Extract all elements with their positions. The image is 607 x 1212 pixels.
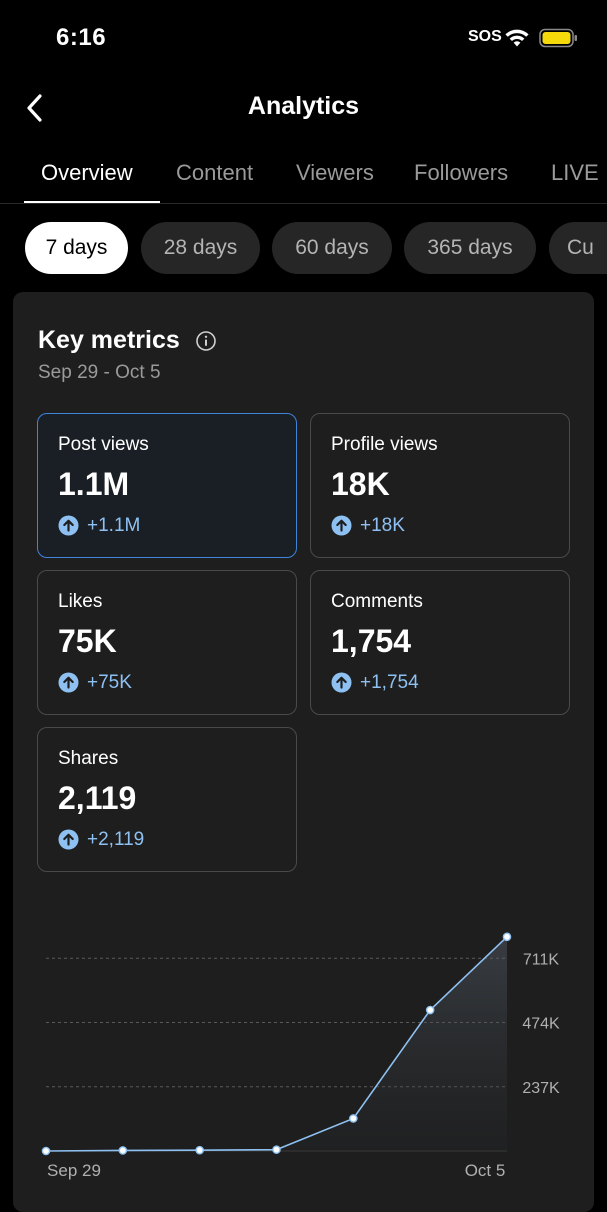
metric-profile-views[interactable]: Profile views 18K +18K [310, 413, 570, 558]
metric-label: Comments [331, 591, 423, 612]
chart-y-tick-label: 474K [522, 1016, 560, 1033]
status-bar: 6:16 SOS [0, 0, 607, 76]
metric-change-text: +1.1M [87, 515, 141, 536]
chart-y-tick-label: 237K [522, 1080, 560, 1097]
chart-data-point [41, 1146, 51, 1156]
chart-data-point [425, 1005, 435, 1015]
chip-custom[interactable]: Cu [549, 222, 607, 274]
active-tab-indicator [24, 201, 160, 203]
chip-7-days[interactable]: 7 days [25, 222, 128, 274]
wifi-icon [505, 29, 529, 47]
arrow-up-circle-icon [58, 829, 79, 850]
tab-followers[interactable]: Followers [414, 160, 509, 185]
chart-y-tick-label: 711K [523, 951, 560, 968]
metric-shares[interactable]: Shares 2,119 +2,119 [37, 727, 297, 872]
chart-x-tick-label: Oct 5 [465, 1161, 506, 1180]
key-metrics-card: Key metrics Sep 29 - Oct 5 Post views 1.… [13, 292, 594, 1212]
tab-content[interactable]: Content [176, 160, 254, 185]
metric-label: Likes [58, 591, 103, 612]
chart-area-fill [46, 936, 507, 1151]
chart-data-point [502, 932, 512, 942]
chart-data-point [195, 1145, 204, 1155]
arrow-up-circle-icon [58, 515, 79, 536]
metric-change-text: +75K [87, 672, 132, 693]
metric-value: 1,754 [331, 623, 412, 659]
metric-post-views[interactable]: Post views 1.1M +1.1M [37, 413, 297, 558]
metric-likes[interactable]: Likes 75K +75K [37, 570, 297, 715]
chart-data-point [349, 1114, 358, 1123]
key-metrics-title: Key metrics [38, 326, 180, 354]
tab-live[interactable]: LIVE [551, 160, 599, 185]
metric-comments[interactable]: Comments 1,754 +1,754 [310, 570, 570, 715]
metric-label: Shares [58, 748, 119, 769]
metric-value: 2,119 [58, 780, 137, 816]
metric-change-text: +1,754 [360, 672, 419, 693]
metric-value: 75K [58, 623, 117, 659]
metric-change-text: +18K [360, 515, 405, 536]
chip-365-days[interactable]: 365 days [404, 222, 536, 274]
tab-overview[interactable]: Overview [41, 160, 133, 185]
metric-change-text: +2,119 [87, 829, 145, 850]
arrow-up-circle-icon [331, 672, 352, 693]
date-range-selector: 7 days 28 days 60 days 365 days Cu [0, 222, 607, 276]
chart-data-point [272, 1145, 281, 1154]
status-time: 6:16 [56, 24, 107, 51]
post-views-chart: 237K 474K 711K Sep 29 Oct 5 [41, 932, 560, 1180]
chip-60-days[interactable]: 60 days [272, 222, 392, 274]
chevron-left-icon[interactable] [20, 90, 52, 126]
arrow-up-circle-icon [58, 672, 79, 693]
tab-bar: Overview Content Viewers Followers LIVE [0, 150, 607, 204]
info-icon[interactable] [195, 330, 217, 352]
metric-value: 18K [331, 466, 390, 502]
chart-x-tick-label: Sep 29 [47, 1161, 101, 1180]
chart-data-point [118, 1146, 128, 1155]
metric-label: Profile views [331, 434, 438, 455]
tab-viewers[interactable]: Viewers [296, 160, 374, 185]
status-sos: SOS [468, 28, 502, 45]
key-metrics-date-range: Sep 29 - Oct 5 [38, 362, 161, 383]
arrow-up-circle-icon [331, 515, 352, 536]
metric-label: Post views [58, 434, 149, 455]
page-title: Analytics [247, 92, 360, 120]
battery-icon [539, 28, 577, 48]
header: Analytics [0, 84, 607, 132]
chip-28-days[interactable]: 28 days [141, 222, 260, 274]
metric-value: 1.1M [58, 466, 130, 502]
